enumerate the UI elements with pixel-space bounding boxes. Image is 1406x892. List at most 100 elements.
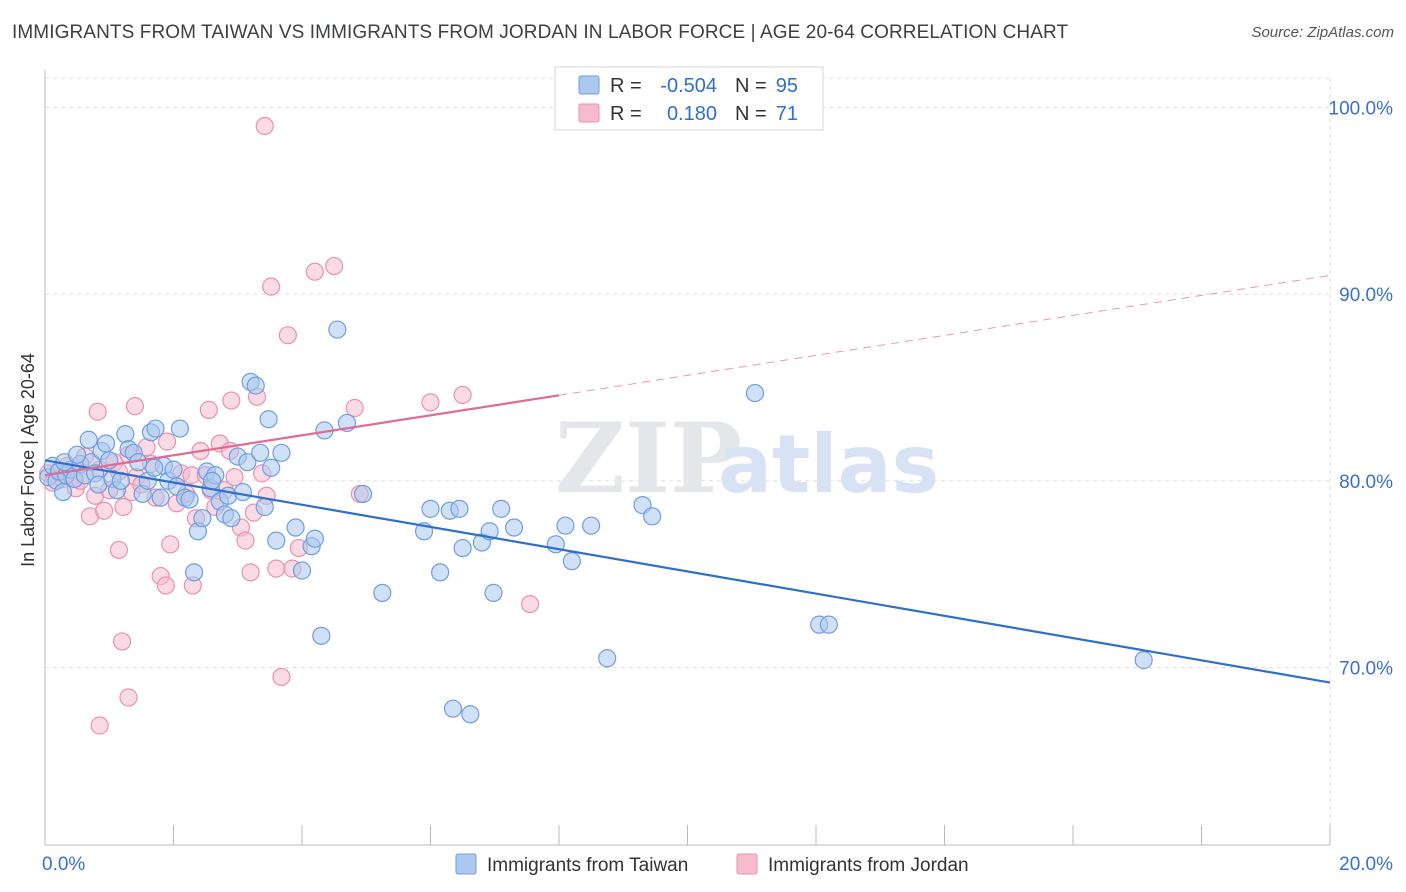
jordan-point: [241, 563, 260, 582]
chart-source: Source: ZipAtlas.com: [1251, 24, 1394, 41]
jordan-point: [119, 688, 138, 707]
legend-n-label-taiwan: N =: [735, 75, 767, 97]
top-legend: R = -0.504 N = 95 R = 0.180 N = 71: [554, 66, 824, 131]
taiwan-point: [286, 518, 305, 537]
taiwan-point: [262, 458, 281, 477]
taiwan-point: [504, 518, 524, 537]
taiwan-point: [164, 460, 183, 479]
taiwan-point: [556, 516, 575, 535]
taiwan-point: [328, 320, 347, 339]
jordan-point: [222, 391, 241, 410]
taiwan-point: [598, 649, 617, 668]
taiwan-point: [819, 615, 838, 634]
jordan-point: [157, 432, 177, 451]
taiwan-point: [443, 699, 463, 718]
watermark-atlas: atlas: [718, 418, 939, 511]
tick-labels: 70.0% 80.0% 90.0% 100.0% 0.0% 20.0%: [42, 98, 1393, 875]
taiwan-point: [170, 419, 190, 438]
bottom-legend-label-taiwan: Immigrants from Taiwan: [487, 855, 688, 876]
legend-n-value-jordan: 71: [776, 103, 798, 125]
watermark: ZIP atlas: [555, 402, 939, 515]
jordan-point: [325, 256, 344, 276]
watermark-zip: ZIP: [555, 402, 742, 515]
jordan-point: [225, 468, 244, 487]
taiwan-point: [233, 482, 252, 502]
taiwan-point: [292, 561, 312, 580]
taiwan-point: [421, 499, 440, 518]
taiwan-point: [431, 563, 450, 582]
bottom-legend-swatch-jordan: [736, 853, 758, 875]
points-layer: [39, 116, 1153, 735]
jordan-point: [88, 402, 107, 421]
jordan-point: [272, 667, 291, 687]
jordan-point: [453, 385, 472, 405]
legend-r-value-taiwan: -0.504: [660, 75, 717, 97]
taiwan-point: [492, 499, 511, 518]
taiwan-point: [745, 383, 765, 403]
taiwan-trend-line: [44, 459, 1331, 684]
legend-r-label-jordan: R =: [610, 103, 642, 125]
bottom-legend-label-jordan: Immigrants from Jordan: [768, 855, 969, 876]
taiwan-point: [643, 507, 662, 526]
axes-layer: [44, 70, 1331, 846]
jordan-point: [236, 531, 255, 550]
jordan-point: [345, 398, 364, 418]
x-tick-label: 0.0%: [42, 854, 85, 875]
jordan-point: [125, 397, 145, 416]
taiwan-point: [96, 434, 116, 453]
legend-swatch-taiwan: [578, 75, 600, 95]
legend-box: [554, 66, 824, 131]
x-tick-label: 20.0%: [1339, 854, 1393, 875]
taiwan-point: [484, 583, 503, 602]
taiwan-point: [582, 516, 601, 535]
taiwan-point: [1134, 651, 1153, 670]
taiwan-point: [461, 705, 480, 724]
trend-layer: [44, 274, 1331, 684]
jordan-point: [90, 716, 109, 735]
legend-n-value-taiwan: 95: [776, 75, 798, 97]
jordan-point: [161, 535, 180, 554]
jordan-point: [199, 400, 218, 419]
jordan-point: [95, 501, 114, 520]
taiwan-point: [353, 484, 373, 504]
jordan-point: [109, 540, 128, 560]
taiwan-point: [305, 529, 324, 548]
y-axis-title: In Labor Force | Age 20-64: [18, 353, 38, 567]
jordan-point: [156, 576, 175, 595]
taiwan-point: [145, 458, 164, 477]
jordan-point: [267, 559, 286, 578]
legend-r-label-taiwan: R =: [610, 75, 642, 97]
jordan-trend-extension: [558, 274, 1331, 396]
taiwan-point: [68, 445, 87, 464]
taiwan-point: [151, 488, 170, 507]
bottom-legend: Immigrants from Taiwan Immigrants from J…: [455, 853, 969, 876]
legend-n-label-jordan: N =: [735, 103, 767, 125]
taiwan-point: [222, 509, 241, 528]
taiwan-point: [116, 425, 135, 444]
jordan-point: [278, 326, 297, 345]
jordan-point: [520, 594, 540, 614]
y-tick-label: 80.0%: [1339, 472, 1393, 493]
taiwan-point: [272, 443, 291, 462]
taiwan-point: [184, 563, 204, 582]
jordan-point: [262, 277, 281, 296]
legend-swatch-jordan: [578, 103, 600, 123]
jordan-trend-line: [44, 394, 560, 477]
bottom-legend-swatch-taiwan: [455, 853, 477, 875]
taiwan-point: [202, 471, 222, 490]
taiwan-point: [373, 583, 392, 602]
y-tick-label: 70.0%: [1339, 659, 1393, 680]
taiwan-point: [267, 531, 286, 550]
taiwan-point: [259, 410, 278, 429]
chart-title: IMMIGRANTS FROM TAIWAN VS IMMIGRANTS FRO…: [12, 22, 1069, 43]
taiwan-point: [450, 499, 469, 518]
jordan-point: [305, 262, 324, 281]
y-tick-label: 90.0%: [1339, 285, 1393, 306]
jordan-point: [421, 393, 440, 412]
taiwan-point: [246, 376, 265, 395]
taiwan-point: [562, 552, 581, 571]
taiwan-point: [79, 430, 98, 449]
jordan-point: [112, 632, 132, 651]
legend-r-value-jordan: 0.180: [667, 103, 717, 125]
